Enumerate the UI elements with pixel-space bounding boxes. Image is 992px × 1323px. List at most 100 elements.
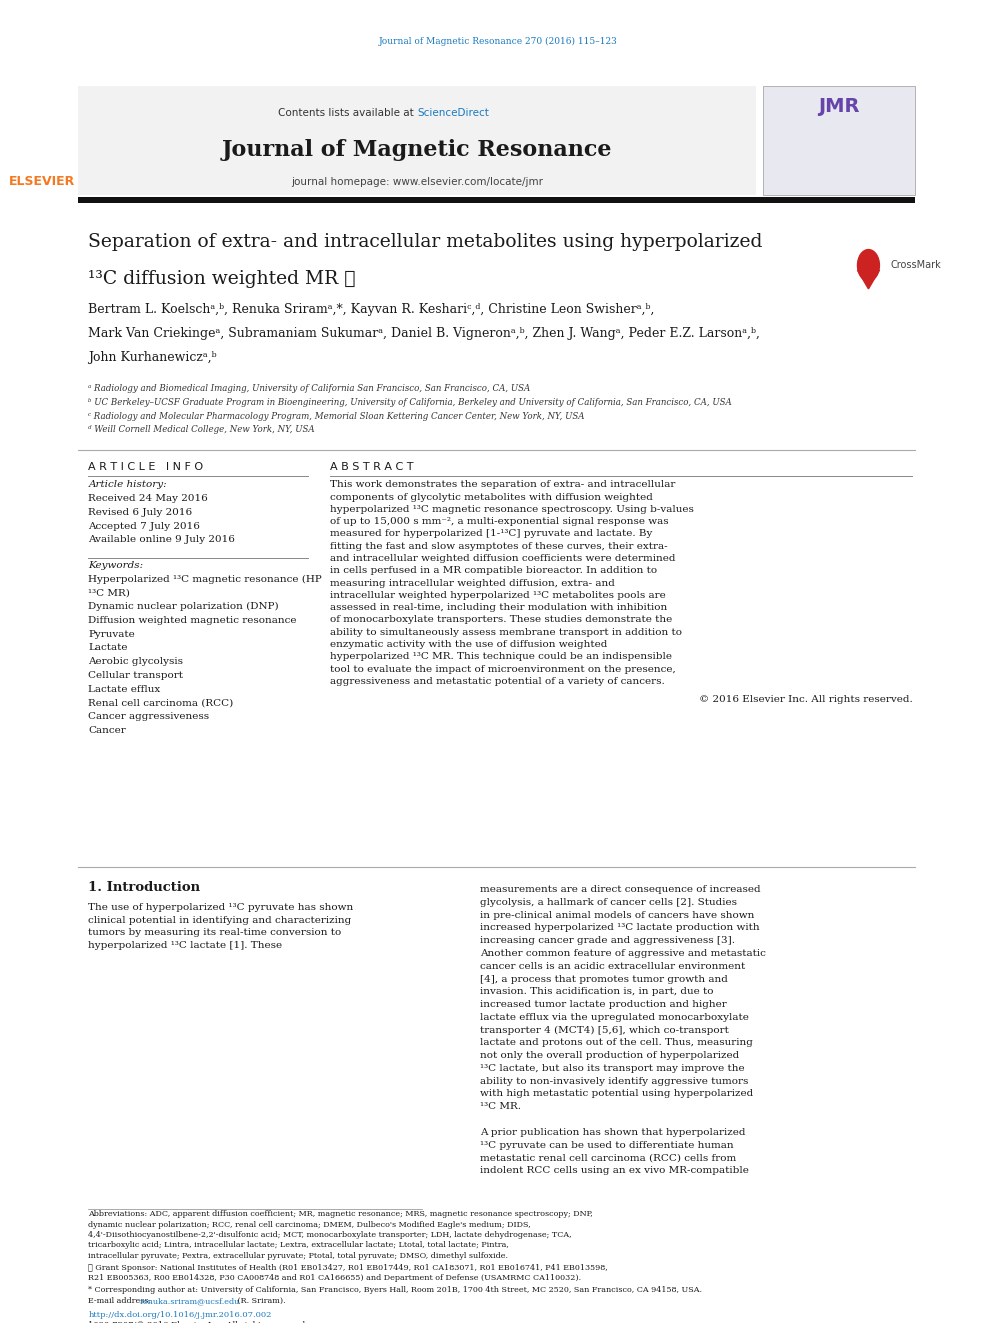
Text: JMR: JMR <box>817 97 859 115</box>
Text: Cancer: Cancer <box>88 726 126 736</box>
Text: 1090-7807/© 2016 Elsevier Inc. All rights reserved.: 1090-7807/© 2016 Elsevier Inc. All right… <box>88 1322 309 1323</box>
Text: Renal cell carcinoma (RCC): Renal cell carcinoma (RCC) <box>88 699 233 708</box>
Text: metastatic renal cell carcinoma (RCC) cells from: metastatic renal cell carcinoma (RCC) ce… <box>480 1154 736 1163</box>
Text: measuring intracellular weighted diffusion, extra- and: measuring intracellular weighted diffusi… <box>330 578 615 587</box>
Text: Received 24 May 2016: Received 24 May 2016 <box>88 493 208 503</box>
Text: E-mail address:: E-mail address: <box>88 1297 154 1304</box>
Text: [4], a process that promotes tumor growth and: [4], a process that promotes tumor growt… <box>480 975 728 983</box>
Text: Separation of extra- and intracellular metabolites using hyperpolarized: Separation of extra- and intracellular m… <box>88 233 763 250</box>
Bar <box>78 197 916 204</box>
Text: Journal of Magnetic Resonance: Journal of Magnetic Resonance <box>222 139 612 161</box>
Bar <box>763 86 916 194</box>
Text: ᵇ UC Berkeley–UCSF Graduate Program in Bioengineering, University of California,: ᵇ UC Berkeley–UCSF Graduate Program in B… <box>88 398 732 406</box>
Text: hyperpolarized ¹³C MR. This technique could be an indispensible: hyperpolarized ¹³C MR. This technique co… <box>330 652 673 662</box>
Text: ¹³C lactate, but also its transport may improve the: ¹³C lactate, but also its transport may … <box>480 1064 745 1073</box>
Text: ¹³C MR.: ¹³C MR. <box>480 1102 521 1111</box>
Text: not only the overall production of hyperpolarized: not only the overall production of hyper… <box>480 1052 739 1060</box>
Text: Bertram L. Koelschᵃ,ᵇ, Renuka Sriramᵃ,*, Kayvan R. Keshariᶜ,ᵈ, Christine Leon Sw: Bertram L. Koelschᵃ,ᵇ, Renuka Sriramᵃ,*,… <box>88 303 655 316</box>
Text: and intracellular weighted diffusion coefficients were determined: and intracellular weighted diffusion coe… <box>330 554 676 564</box>
Text: Revised 6 July 2016: Revised 6 July 2016 <box>88 508 192 517</box>
Text: of monocarboxylate transporters. These studies demonstrate the: of monocarboxylate transporters. These s… <box>330 615 673 624</box>
Text: © 2016 Elsevier Inc. All rights reserved.: © 2016 Elsevier Inc. All rights reserved… <box>698 695 913 704</box>
Text: CrossMark: CrossMark <box>891 261 941 270</box>
Text: increased tumor lactate production and higher: increased tumor lactate production and h… <box>480 1000 727 1009</box>
Text: ability to non-invasively identify aggressive tumors: ability to non-invasively identify aggre… <box>480 1077 748 1086</box>
Text: Available online 9 July 2016: Available online 9 July 2016 <box>88 536 235 544</box>
Text: ᵃ Radiology and Biomedical Imaging, University of California San Francisco, San : ᵃ Radiology and Biomedical Imaging, Univ… <box>88 384 531 393</box>
Text: increased hyperpolarized ¹³C lactate production with: increased hyperpolarized ¹³C lactate pro… <box>480 923 760 933</box>
Text: renuka.sriram@ucsf.edu: renuka.sriram@ucsf.edu <box>140 1297 240 1304</box>
Text: indolent RCC cells using an ex vivo MR-compatible: indolent RCC cells using an ex vivo MR-c… <box>480 1166 749 1175</box>
Text: transporter 4 (MCT4) [5,6], which co-transport: transporter 4 (MCT4) [5,6], which co-tra… <box>480 1025 729 1035</box>
Text: Cellular transport: Cellular transport <box>88 671 184 680</box>
Text: lactate efflux via the upregulated monocarboxylate: lactate efflux via the upregulated monoc… <box>480 1013 749 1021</box>
Text: components of glycolytic metabolites with diffusion weighted: components of glycolytic metabolites wit… <box>330 492 654 501</box>
Text: ¹³C pyruvate can be used to differentiate human: ¹³C pyruvate can be used to differentiat… <box>480 1140 733 1150</box>
Text: 4,4'-Diisothiocyanostilbene-2,2'-disulfonic acid; MCT, monocarboxylate transport: 4,4'-Diisothiocyanostilbene-2,2'-disulfo… <box>88 1230 572 1238</box>
Text: R21 EB005363, R00 EB014328, P30 CA008748 and R01 CA166655) and Department of Def: R21 EB005363, R00 EB014328, P30 CA008748… <box>88 1274 581 1282</box>
Text: 1. Introduction: 1. Introduction <box>88 881 200 894</box>
Text: ELSEVIER: ELSEVIER <box>8 175 74 188</box>
Text: with high metastatic potential using hyperpolarized: with high metastatic potential using hyp… <box>480 1089 753 1098</box>
Text: dynamic nuclear polarization; RCC, renal cell carcinoma; DMEM, Dulbeco's Modifie: dynamic nuclear polarization; RCC, renal… <box>88 1221 531 1229</box>
Text: lactate and protons out of the cell. Thus, measuring: lactate and protons out of the cell. Thu… <box>480 1039 753 1048</box>
Text: Journal of Magnetic Resonance 270 (2016) 115–123: Journal of Magnetic Resonance 270 (2016)… <box>379 37 617 46</box>
Text: of up to 15,000 s mm⁻², a multi-exponential signal response was: of up to 15,000 s mm⁻², a multi-exponent… <box>330 517 669 527</box>
Text: in cells perfused in a MR compatible bioreactor. In addition to: in cells perfused in a MR compatible bio… <box>330 566 658 576</box>
Text: The use of hyperpolarized ¹³C pyruvate has shown: The use of hyperpolarized ¹³C pyruvate h… <box>88 902 353 912</box>
Text: Hyperpolarized ¹³C magnetic resonance (HP: Hyperpolarized ¹³C magnetic resonance (H… <box>88 574 322 583</box>
Text: cancer cells is an acidic extracellular environment: cancer cells is an acidic extracellular … <box>480 962 745 971</box>
Text: Lactate: Lactate <box>88 643 128 652</box>
Text: Cancer aggressiveness: Cancer aggressiveness <box>88 712 209 721</box>
Text: tricarboxylic acid; Lintra, intracellular lactate; Lextra, extracellular lactate: tricarboxylic acid; Lintra, intracellula… <box>88 1241 509 1249</box>
Text: journal homepage: www.elsevier.com/locate/jmr: journal homepage: www.elsevier.com/locat… <box>291 177 544 187</box>
Text: assessed in real-time, including their modulation with inhibition: assessed in real-time, including their m… <box>330 603 668 613</box>
Text: hyperpolarized ¹³C magnetic resonance spectroscopy. Using b-values: hyperpolarized ¹³C magnetic resonance sp… <box>330 505 694 513</box>
Text: intracellular weighted hyperpolarized ¹³C metabolites pools are: intracellular weighted hyperpolarized ¹³… <box>330 591 667 599</box>
Text: Accepted 7 July 2016: Accepted 7 July 2016 <box>88 521 200 531</box>
Text: Diffusion weighted magnetic resonance: Diffusion weighted magnetic resonance <box>88 617 297 624</box>
Text: * Corresponding author at: University of California, San Francisco, Byers Hall, : * Corresponding author at: University of… <box>88 1286 702 1294</box>
Text: (R. Sriram).: (R. Sriram). <box>235 1297 286 1304</box>
Text: Dynamic nuclear polarization (DNP): Dynamic nuclear polarization (DNP) <box>88 602 279 611</box>
Ellipse shape <box>857 250 880 280</box>
Text: invasion. This acidification is, in part, due to: invasion. This acidification is, in part… <box>480 987 713 996</box>
Text: http://dx.doi.org/10.1016/j.jmr.2016.07.002: http://dx.doi.org/10.1016/j.jmr.2016.07.… <box>88 1311 272 1319</box>
Text: A prior publication has shown that hyperpolarized: A prior publication has shown that hyper… <box>480 1127 745 1136</box>
Text: ☆ Grant Sponsor: National Institutes of Health (R01 EB013427, R01 EB017449, R01 : ☆ Grant Sponsor: National Institutes of … <box>88 1263 608 1271</box>
Text: This work demonstrates the separation of extra- and intracellular: This work demonstrates the separation of… <box>330 480 676 490</box>
Text: A R T I C L E   I N F O: A R T I C L E I N F O <box>88 462 203 471</box>
Text: ability to simultaneously assess membrane transport in addition to: ability to simultaneously assess membran… <box>330 627 682 636</box>
Text: Aerobic glycolysis: Aerobic glycolysis <box>88 658 184 667</box>
Text: Abbreviations: ADC, apparent diffusion coefficient; MR, magnetic resonance; MRS,: Abbreviations: ADC, apparent diffusion c… <box>88 1211 593 1218</box>
Text: aggressiveness and metastatic potential of a variety of cancers.: aggressiveness and metastatic potential … <box>330 677 666 685</box>
Text: Pyruvate: Pyruvate <box>88 630 135 639</box>
Text: A B S T R A C T: A B S T R A C T <box>330 462 414 471</box>
Text: Keywords:: Keywords: <box>88 561 144 570</box>
Text: in pre-clinical animal models of cancers have shown: in pre-clinical animal models of cancers… <box>480 910 754 919</box>
Text: Article history:: Article history: <box>88 480 167 490</box>
Text: ¹³C diffusion weighted MR ☆: ¹³C diffusion weighted MR ☆ <box>88 270 356 288</box>
Text: tool to evaluate the impact of microenvironment on the presence,: tool to evaluate the impact of microenvi… <box>330 664 677 673</box>
Text: ᶜ Radiology and Molecular Pharmacology Program, Memorial Sloan Kettering Cancer : ᶜ Radiology and Molecular Pharmacology P… <box>88 411 585 421</box>
Text: Lactate efflux: Lactate efflux <box>88 685 161 693</box>
Bar <box>78 86 756 194</box>
Text: fitting the fast and slow asymptotes of these curves, their extra-: fitting the fast and slow asymptotes of … <box>330 541 668 550</box>
Text: Mark Van Criekingeᵃ, Subramaniam Sukumarᵃ, Daniel B. Vigneronᵃ,ᵇ, Zhen J. Wangᵃ,: Mark Van Criekingeᵃ, Subramaniam Sukumar… <box>88 327 760 340</box>
Polygon shape <box>857 270 880 288</box>
Text: ¹³C MR): ¹³C MR) <box>88 589 130 598</box>
Text: increasing cancer grade and aggressiveness [3].: increasing cancer grade and aggressivene… <box>480 937 735 945</box>
Text: measured for hyperpolarized [1-¹³C] pyruvate and lactate. By: measured for hyperpolarized [1-¹³C] pyru… <box>330 529 653 538</box>
Text: ScienceDirect: ScienceDirect <box>418 108 489 118</box>
Text: tumors by measuring its real-time conversion to: tumors by measuring its real-time conver… <box>88 929 341 937</box>
Text: measurements are a direct consequence of increased: measurements are a direct consequence of… <box>480 885 761 894</box>
Text: enzymatic activity with the use of diffusion weighted: enzymatic activity with the use of diffu… <box>330 640 608 650</box>
Text: glycolysis, a hallmark of cancer cells [2]. Studies: glycolysis, a hallmark of cancer cells [… <box>480 898 737 906</box>
Text: Contents lists available at: Contents lists available at <box>278 108 418 118</box>
Text: ᵈ Weill Cornell Medical College, New York, NY, USA: ᵈ Weill Cornell Medical College, New Yor… <box>88 425 315 434</box>
Text: John Kurhanewiczᵃ,ᵇ: John Kurhanewiczᵃ,ᵇ <box>88 351 217 364</box>
Text: clinical potential in identifying and characterizing: clinical potential in identifying and ch… <box>88 916 351 925</box>
Text: hyperpolarized ¹³C lactate [1]. These: hyperpolarized ¹³C lactate [1]. These <box>88 941 283 950</box>
Text: Another common feature of aggressive and metastatic: Another common feature of aggressive and… <box>480 949 766 958</box>
Text: intracellular pyruvate; Pextra, extracellular pyruvate; Ptotal, total pyruvate; : intracellular pyruvate; Pextra, extracel… <box>88 1252 508 1259</box>
